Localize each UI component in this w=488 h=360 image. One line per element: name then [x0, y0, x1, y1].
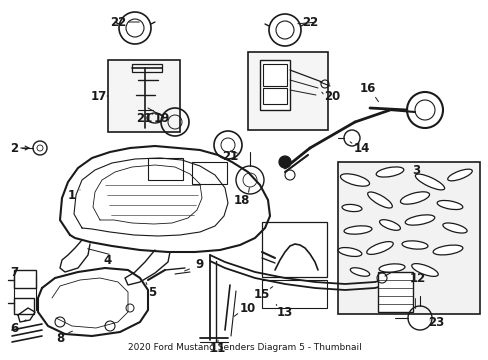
Text: 19: 19: [154, 112, 170, 125]
Ellipse shape: [405, 215, 434, 225]
Ellipse shape: [349, 268, 369, 276]
Text: 8: 8: [56, 332, 64, 345]
Text: 20: 20: [323, 90, 340, 103]
Text: 17: 17: [91, 90, 107, 103]
Ellipse shape: [338, 248, 361, 256]
Ellipse shape: [344, 226, 371, 234]
Ellipse shape: [442, 223, 466, 233]
Ellipse shape: [340, 174, 369, 186]
Text: 22: 22: [110, 15, 126, 28]
Bar: [148, 158, 183, 180]
Text: 16: 16: [359, 81, 375, 95]
Polygon shape: [18, 308, 35, 322]
Bar: [262, 222, 326, 277]
Ellipse shape: [401, 241, 427, 249]
Ellipse shape: [447, 169, 471, 181]
Text: 3: 3: [411, 163, 419, 176]
Bar: [262, 280, 326, 308]
Text: 12: 12: [409, 271, 425, 284]
Text: 7: 7: [10, 266, 18, 279]
Bar: [377, 272, 412, 312]
Text: 2: 2: [10, 141, 18, 154]
Ellipse shape: [411, 264, 437, 276]
Ellipse shape: [379, 220, 400, 230]
Text: 14: 14: [353, 141, 369, 154]
Text: 13: 13: [276, 306, 292, 319]
Ellipse shape: [367, 192, 391, 208]
Bar: [14, 270, 36, 288]
Text: 21: 21: [221, 149, 238, 162]
Ellipse shape: [378, 264, 404, 272]
Text: 23: 23: [427, 315, 443, 328]
Ellipse shape: [341, 204, 361, 212]
Text: 4: 4: [103, 253, 112, 266]
Text: 15: 15: [253, 288, 270, 302]
Text: 10: 10: [240, 302, 256, 315]
Polygon shape: [38, 268, 148, 336]
Text: 1: 1: [68, 189, 76, 202]
Text: 18: 18: [233, 194, 250, 207]
Bar: [247, 52, 327, 130]
Ellipse shape: [436, 201, 462, 210]
Ellipse shape: [375, 167, 403, 177]
Bar: [260, 60, 289, 110]
Text: 22: 22: [301, 15, 318, 28]
Bar: [192, 162, 226, 184]
Text: 6: 6: [10, 321, 18, 334]
Bar: [132, 64, 162, 72]
Ellipse shape: [366, 242, 392, 255]
Text: 2020 Ford Mustang Senders Diagram 5 - Thumbnail: 2020 Ford Mustang Senders Diagram 5 - Th…: [127, 343, 361, 352]
Bar: [108, 60, 180, 132]
Polygon shape: [60, 146, 269, 252]
Circle shape: [279, 156, 290, 168]
Bar: [14, 298, 34, 314]
Text: 11: 11: [209, 342, 225, 355]
Ellipse shape: [414, 174, 444, 190]
Bar: [263, 88, 286, 104]
Text: 9: 9: [196, 258, 203, 271]
Text: 5: 5: [147, 285, 156, 298]
Ellipse shape: [432, 245, 462, 255]
Bar: [337, 162, 479, 314]
Ellipse shape: [400, 192, 428, 204]
Text: 21: 21: [136, 112, 152, 125]
Bar: [263, 64, 286, 86]
